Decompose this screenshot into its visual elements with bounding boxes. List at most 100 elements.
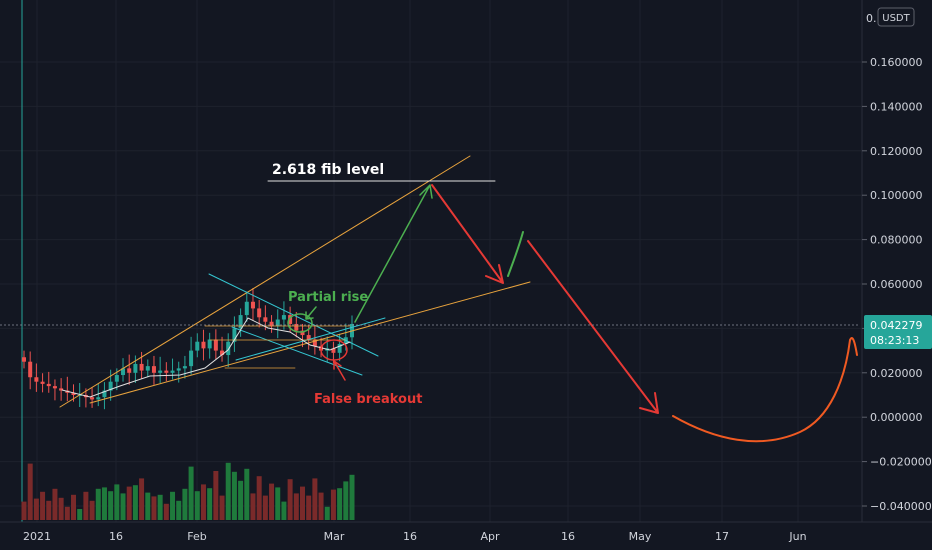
volume-bar: [83, 491, 89, 520]
candle-body: [133, 363, 138, 373]
volume-bar: [287, 479, 293, 520]
volume-bar: [89, 500, 95, 520]
candle-body: [90, 397, 95, 400]
candle-body: [201, 341, 206, 349]
last-price-badge: [864, 315, 932, 349]
volume-bar: [299, 486, 305, 520]
volume-bar: [194, 491, 200, 520]
top-price-label: 0.: [866, 12, 877, 25]
volume-bar: [293, 493, 299, 520]
candle-body: [96, 397, 101, 400]
currency-badge-label: USDT: [882, 13, 910, 24]
volume-bar: [151, 496, 157, 520]
y-tick-label: 0.140000: [870, 100, 923, 113]
x-tick-label: Apr: [480, 530, 500, 543]
candle-body: [158, 370, 163, 373]
candle-body: [189, 350, 194, 367]
y-tick-label: 0.060000: [870, 278, 923, 291]
rising-trendline-lower: [89, 281, 531, 404]
last-price-value: 0.042279: [870, 319, 923, 332]
y-tick-label: 0.160000: [870, 56, 923, 69]
volume-bar: [163, 503, 169, 520]
x-tick-label: 17: [715, 530, 729, 543]
x-tick-label: 16: [109, 530, 123, 543]
candle-body: [71, 392, 76, 395]
volume-bar: [126, 486, 132, 520]
x-tick-label: Mar: [324, 530, 345, 543]
candle-body: [195, 341, 200, 351]
volume-bar: [269, 483, 275, 520]
candle-body: [232, 328, 237, 342]
candle-body: [213, 339, 218, 351]
time-axis[interactable]: 2021 16 Feb Mar 16 Apr 16 May 17 Jun: [23, 530, 807, 543]
volume-bar: [318, 492, 324, 520]
false-breakout-circle: [320, 339, 348, 361]
volume-bar: [213, 471, 219, 520]
candle-body: [337, 343, 342, 353]
volume-bar: [46, 500, 52, 520]
candle-body: [151, 366, 156, 373]
volume-bar: [200, 484, 206, 520]
volume-bar: [139, 478, 145, 520]
candle-body: [269, 321, 274, 327]
red-projection-arrow-2: [527, 240, 659, 414]
candle-body: [226, 341, 231, 356]
volume-bar: [231, 471, 237, 520]
volume-bar: [108, 491, 114, 520]
partial-rise-circle: [287, 313, 313, 333]
volume-bar: [262, 495, 268, 520]
volume-bar: [312, 478, 318, 520]
volume-bar: [188, 466, 194, 520]
volume-bar: [330, 489, 336, 520]
volume-bar: [21, 501, 27, 520]
candle-body: [46, 383, 51, 387]
volume-bar: [71, 494, 77, 520]
volume-bar: [64, 506, 70, 520]
candle-body: [127, 368, 132, 373]
green-projection-arrow: [354, 184, 433, 323]
partial-rise-label: Partial rise: [288, 290, 368, 305]
candle-body: [170, 370, 175, 373]
candle-body: [108, 381, 113, 391]
candle-body: [331, 348, 336, 353]
volume-bar: [170, 491, 176, 520]
candle-body: [121, 368, 126, 376]
rising-trendline-upper: [59, 155, 471, 408]
volume-bar: [250, 493, 256, 520]
volume-bar: [219, 495, 225, 520]
volume-bar: [256, 476, 262, 520]
x-tick-label: Feb: [187, 530, 206, 543]
volume-bar: [157, 494, 163, 520]
candle-body: [275, 319, 280, 327]
volume-bar: [238, 480, 244, 520]
moving-average: [61, 317, 351, 398]
candle-body: [250, 301, 255, 309]
drawings: [59, 155, 858, 443]
candle-body: [312, 339, 317, 347]
volume-bar: [120, 493, 126, 520]
y-tick-label: 0.020000: [870, 367, 923, 380]
x-tick-label: 16: [403, 530, 417, 543]
volume-bar: [58, 497, 64, 520]
red-projection-arrow-1: [431, 184, 504, 284]
false-breakout-arrow: [333, 360, 346, 381]
grid: [0, 0, 862, 522]
candle-body: [52, 386, 57, 389]
candle-body: [40, 381, 45, 384]
y-tick-label: −0.040000: [870, 500, 932, 513]
price-axis[interactable]: 0.160000 0.140000 0.120000 0.100000 0.080000…: [862, 56, 932, 513]
currency-badge[interactable]: [877, 7, 915, 27]
recovery-curve: [672, 337, 858, 443]
volume-bar: [306, 495, 312, 520]
y-tick-label: −0.020000: [870, 456, 932, 469]
partial-rise-arrow: [305, 306, 317, 320]
candle-body: [300, 330, 305, 336]
volume-bar: [52, 488, 58, 520]
candle-body: [257, 308, 262, 318]
candle-body: [294, 323, 299, 331]
candle-body: [102, 390, 107, 398]
volume-bar: [132, 485, 138, 520]
volume-bar: [244, 468, 250, 520]
candle-body: [182, 366, 187, 369]
